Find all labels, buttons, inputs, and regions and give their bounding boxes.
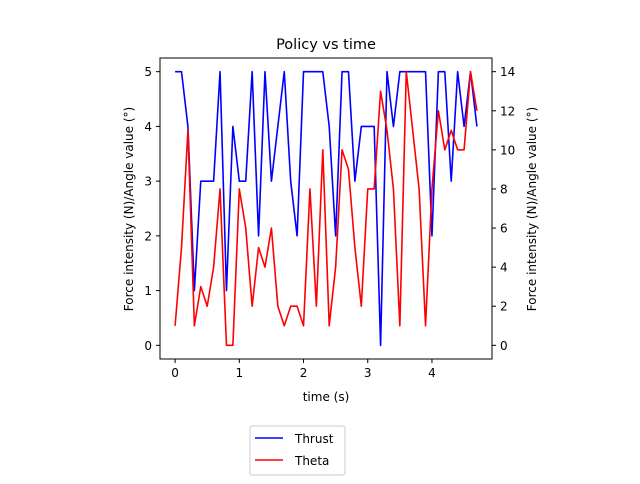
- legend-theta-label: Theta: [294, 454, 329, 468]
- right-y-tick-label: 4: [500, 261, 508, 275]
- x-tick-label: 1: [235, 366, 243, 380]
- left-y-tick-label: 5: [144, 65, 152, 79]
- chart-title: Policy vs time: [276, 37, 376, 53]
- legend-thrust-label: Thrust: [294, 432, 334, 446]
- left-y-tick-label: 2: [144, 229, 152, 243]
- legend: Thrust Theta: [249, 425, 346, 476]
- left-y-axis-label: Force intensity (N)/Angle value (°): [122, 107, 136, 311]
- right-y-tick-label: 0: [500, 339, 508, 353]
- left-y-tick-label: 1: [144, 284, 152, 298]
- left-y-tick-label: 4: [144, 120, 152, 134]
- right-y-axis-label: Force intensity (N)/Angle value (°): [525, 107, 539, 311]
- series-line-theta: [174, 70, 478, 347]
- right-y-tick-label: 8: [500, 182, 508, 196]
- x-axis: 0 1 2 3 4: [171, 359, 436, 380]
- left-y-tick-label: 0: [144, 339, 152, 353]
- x-axis-label: time (s): [303, 390, 350, 404]
- right-y-tick-label: 14: [500, 65, 515, 79]
- right-y-tick-label: 12: [500, 104, 515, 118]
- series-layer: [174, 70, 478, 347]
- left-y-axis: 0 1 2 3 4 5: [144, 65, 160, 353]
- x-tick-label: 4: [428, 366, 436, 380]
- right-y-tick-label: 2: [500, 300, 508, 314]
- right-y-tick-label: 10: [500, 143, 515, 157]
- right-y-axis: 0 2 4 6 8 10 12 14: [492, 65, 515, 353]
- left-y-tick-label: 3: [144, 175, 152, 189]
- x-tick-label: 3: [364, 366, 372, 380]
- x-tick-label: 2: [300, 366, 308, 380]
- right-y-tick-label: 6: [500, 222, 508, 236]
- x-tick-label: 0: [171, 366, 179, 380]
- series-line-thrust: [175, 70, 478, 347]
